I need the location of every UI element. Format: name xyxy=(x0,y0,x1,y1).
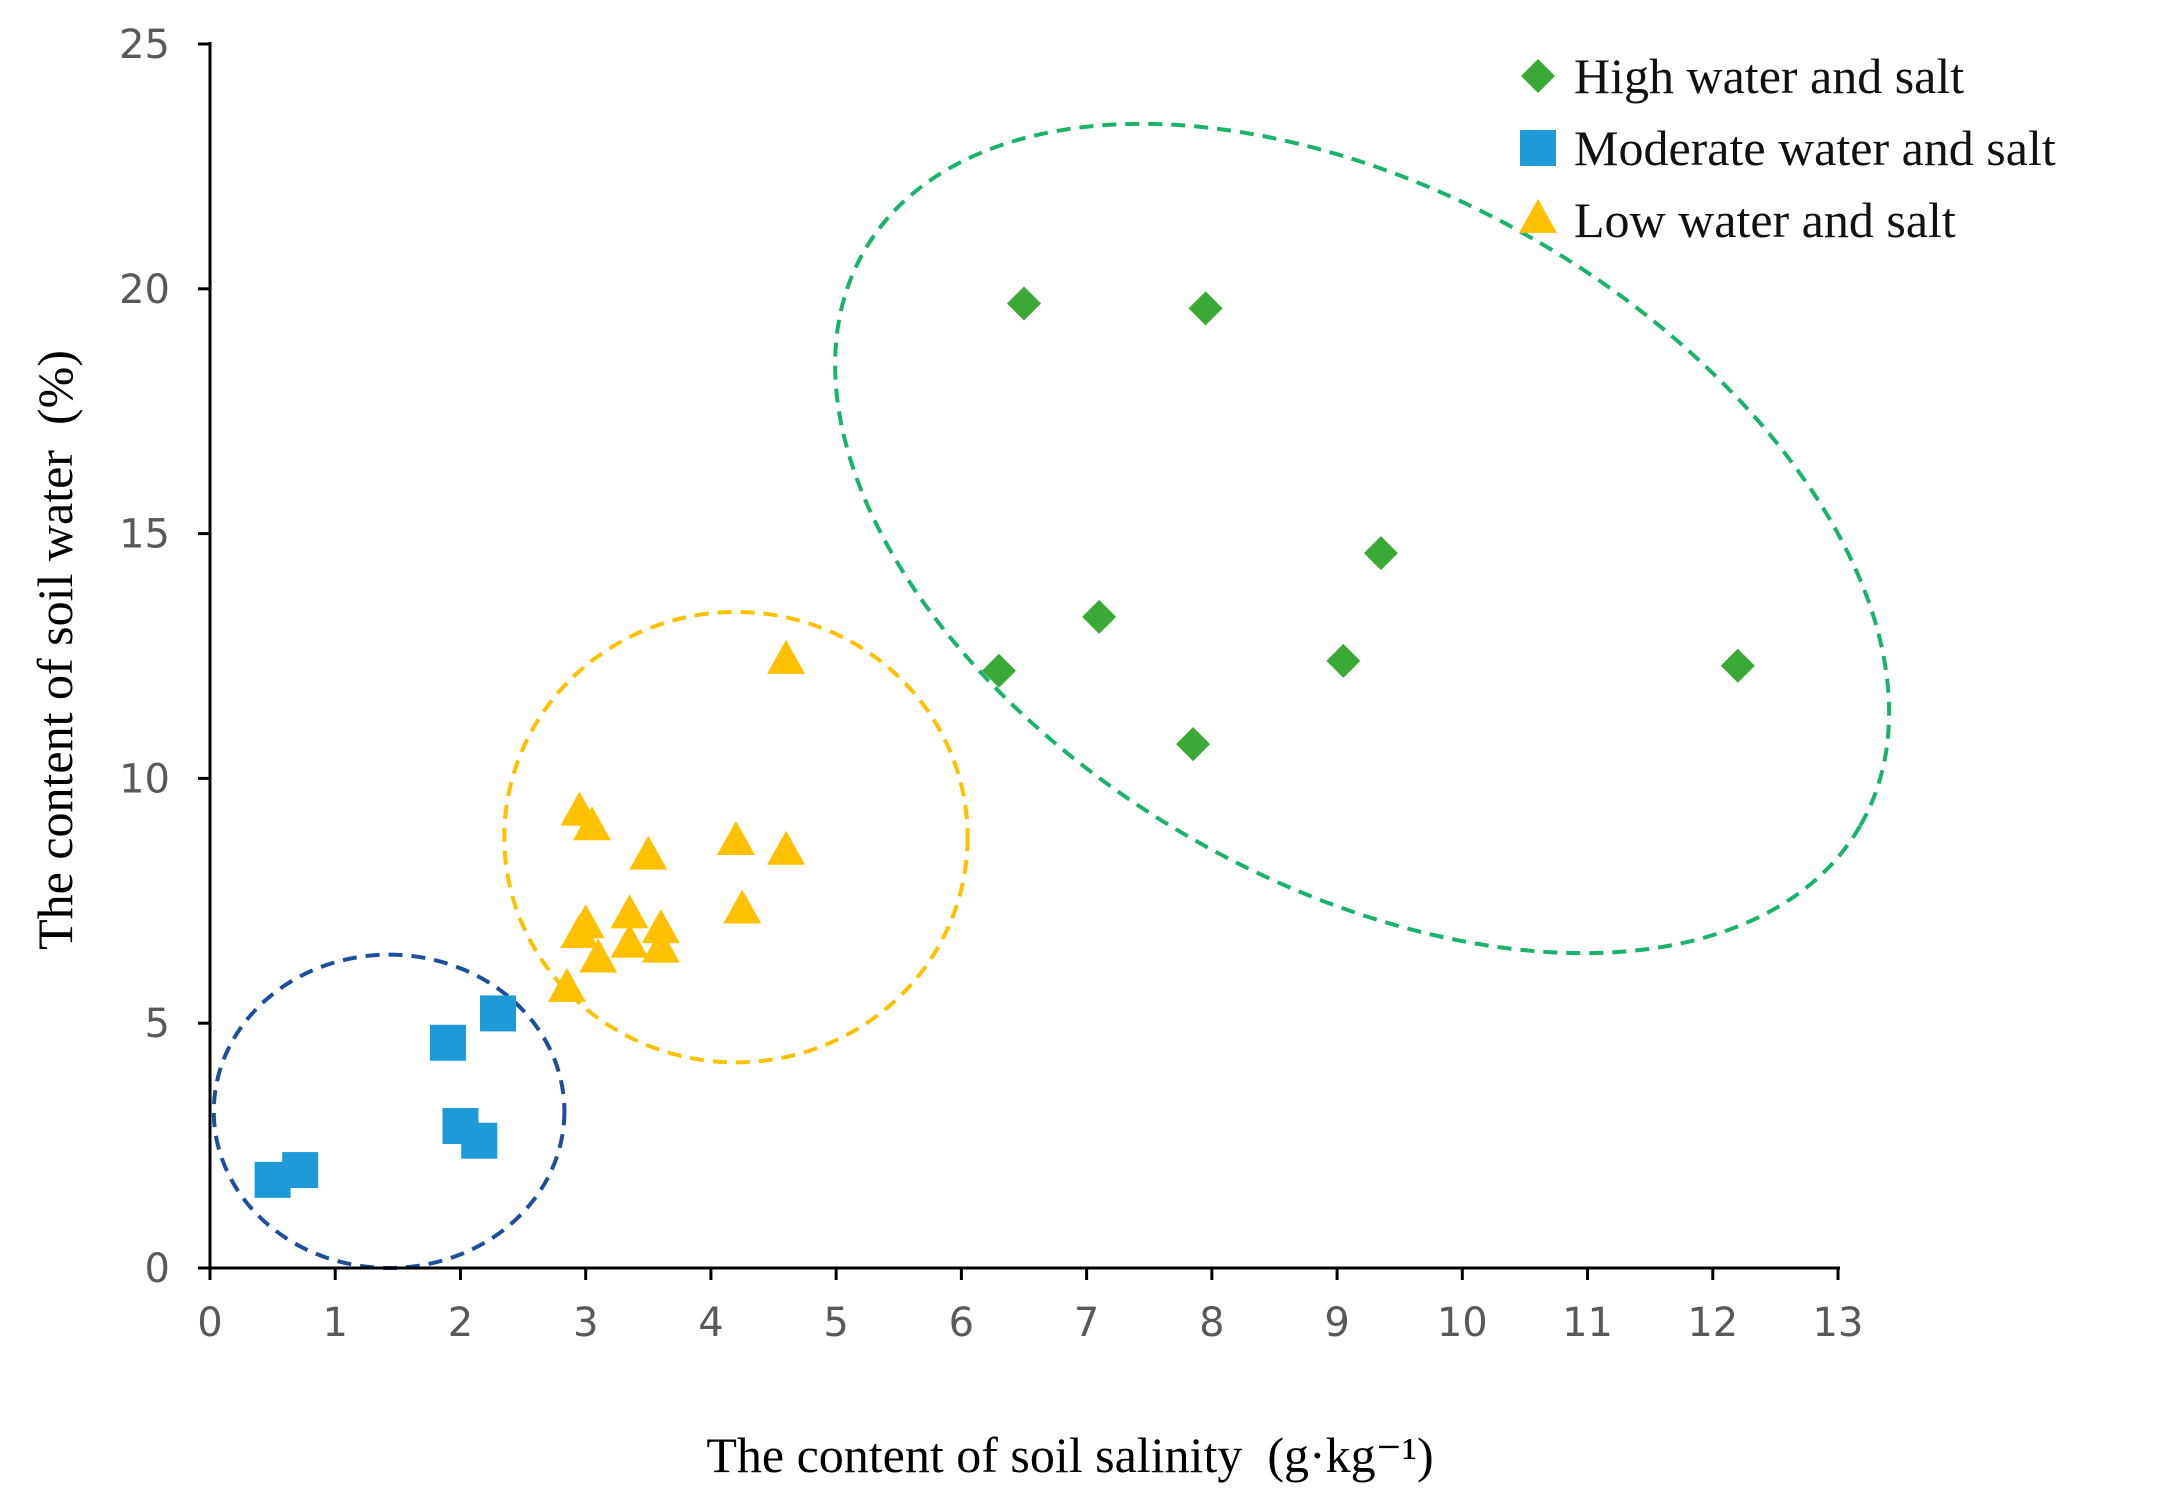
point-triangle xyxy=(767,639,806,674)
y-tick-label: 5 xyxy=(145,1001,170,1047)
point-triangle xyxy=(723,889,762,924)
point-triangle xyxy=(566,904,605,939)
point-diamond xyxy=(981,653,1016,688)
legend-label: Moderate water and salt xyxy=(1574,120,2056,176)
point-square xyxy=(461,1122,498,1159)
cluster-ellipses xyxy=(211,121,1892,1270)
legend: High water and salt Moderate water and sa… xyxy=(1519,48,2056,248)
legend-marker-triangle xyxy=(1519,198,1557,233)
point-diamond xyxy=(1720,648,1755,683)
x-tick-label: 7 xyxy=(1074,1300,1099,1346)
legend-label: High water and salt xyxy=(1574,48,1964,104)
y-axis-title: The content of soil water (%) xyxy=(27,350,83,950)
cluster-ellipse-0 xyxy=(833,121,1892,956)
point-triangle xyxy=(767,830,806,865)
y-tick-label: 15 xyxy=(119,512,170,558)
point-triangle xyxy=(579,938,618,973)
y-tick-label: 0 xyxy=(145,1246,170,1292)
point-diamond xyxy=(1007,286,1041,321)
x-tick-label: 9 xyxy=(1324,1300,1349,1346)
point-square xyxy=(429,1024,466,1061)
point-triangle xyxy=(572,806,611,841)
legend-marker-diamond xyxy=(1521,59,1555,93)
point-diamond xyxy=(1188,291,1223,326)
x-tick-label: 4 xyxy=(698,1300,723,1346)
x-tick-label: 2 xyxy=(448,1300,473,1346)
y-tick-label: 10 xyxy=(119,756,170,802)
point-diamond xyxy=(1326,643,1361,678)
x-tick-label: 11 xyxy=(1562,1300,1613,1346)
point-diamond xyxy=(1176,727,1211,762)
y-tick-label: 25 xyxy=(119,22,170,68)
x-tick-label: 1 xyxy=(323,1300,348,1346)
point-triangle xyxy=(610,923,649,958)
point-diamond xyxy=(1082,599,1117,634)
point-triangle xyxy=(716,820,755,855)
cluster-ellipse-1 xyxy=(502,609,970,1065)
point-triangle xyxy=(610,894,649,929)
x-tick-label: 10 xyxy=(1437,1300,1488,1346)
x-tick-label: 8 xyxy=(1199,1300,1224,1346)
legend-label: Low water and salt xyxy=(1574,192,1956,248)
data-points xyxy=(254,286,1755,1198)
x-tick-label: 3 xyxy=(573,1300,598,1346)
point-triangle xyxy=(547,967,586,1002)
x-tick-label: 12 xyxy=(1687,1300,1738,1346)
y-tick-label: 20 xyxy=(119,267,170,313)
point-triangle xyxy=(629,835,668,870)
point-triangle xyxy=(641,909,680,944)
x-tick-label: 5 xyxy=(823,1300,848,1346)
point-triangle xyxy=(641,928,680,963)
point-diamond xyxy=(1363,536,1398,571)
point-square xyxy=(480,995,517,1032)
point-square xyxy=(282,1152,319,1189)
x-tick-label: 13 xyxy=(1813,1300,1864,1346)
x-axis-title: The content of soil salinity (g·kg⁻¹) xyxy=(706,1427,1433,1483)
x-tick-label: 6 xyxy=(949,1300,974,1346)
x-tick-label: 0 xyxy=(197,1300,222,1346)
legend-marker-square xyxy=(1520,130,1556,166)
